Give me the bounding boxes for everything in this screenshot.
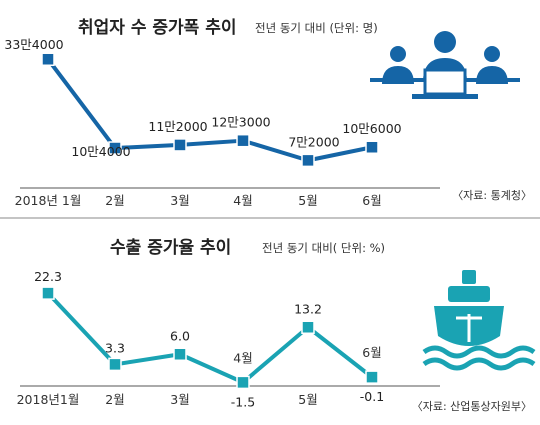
chart2-point-4: [236, 375, 250, 390]
chart1-point-6: [365, 140, 379, 154]
chart2-point-1: [41, 286, 55, 300]
chart2-tick-label-3: 3월: [170, 392, 189, 407]
chart1-data-label-3: 11만2000: [148, 119, 207, 134]
chart2-series-line: [46, 291, 374, 385]
chart2-tick-label-4: 4월: [233, 350, 252, 365]
chart2-title: 수출 증가율 추이: [110, 238, 231, 258]
chart1-tick-label-4: 4월: [233, 193, 252, 208]
chart1-source: 〈자료: 통계청〉: [452, 189, 532, 202]
chart1-data-label-2: 10만4000: [71, 144, 130, 159]
chart2-point-2: [108, 357, 122, 372]
chart2-point-5: [301, 320, 315, 334]
cargo-ship-icon: [422, 270, 536, 371]
office-workers-icon: [370, 31, 520, 99]
chart2-tick-label-1: 2018년1월: [17, 392, 80, 407]
chart2-subtitle: 전년 동기 대비( 단위: %): [262, 241, 385, 255]
chart1-tick-label-5: 5월: [298, 193, 317, 208]
chart2-data-label-2: 3.3: [105, 340, 125, 355]
chart1-tick-label-3: 3월: [170, 193, 189, 208]
chart1-point-1: [41, 52, 55, 66]
chart1-series-line: [46, 58, 373, 163]
chart2-tick-label-2: 2월: [105, 392, 124, 407]
chart1-tick-label-6: 6월: [362, 193, 381, 208]
chart2-tick-label-5: 5월: [298, 392, 317, 407]
chart2-data-label-4: -1.5: [231, 394, 255, 409]
chart2-point-6: [365, 370, 379, 384]
chart2-data-label-5: 13.2: [294, 301, 322, 316]
chart1-data-label-6: 10만6000: [342, 121, 401, 136]
chart1-point-2: [108, 141, 122, 155]
chart2-data-label-3: 6.0: [170, 328, 190, 343]
chart2-source: 〈자료: 산업통상자원부〉: [412, 400, 532, 413]
chart1-tick-label-1: 2018년 1월: [15, 193, 82, 208]
chart1-data-label-5: 7만2000: [288, 134, 339, 149]
chart2-data-label-1: 22.3: [34, 269, 62, 284]
chart2-point-3: [173, 347, 187, 361]
chart1-data-label-1: 33만4000: [4, 37, 63, 52]
chart2-tick-label-6: 6월: [362, 345, 381, 360]
chart1-point-4: [236, 133, 250, 148]
chart1-tick-label-2: 2월: [105, 193, 124, 208]
chart1-point-5: [301, 153, 315, 168]
chart1-subtitle: 전년 동기 대비 (단위: 명): [255, 21, 378, 35]
chart1-point-3: [173, 138, 187, 152]
chart2-data-label-6: -0.1: [360, 389, 384, 404]
chart1-title: 취업자 수 증가폭 추이: [78, 17, 237, 38]
chart1-data-label-4: 12만3000: [211, 115, 270, 130]
